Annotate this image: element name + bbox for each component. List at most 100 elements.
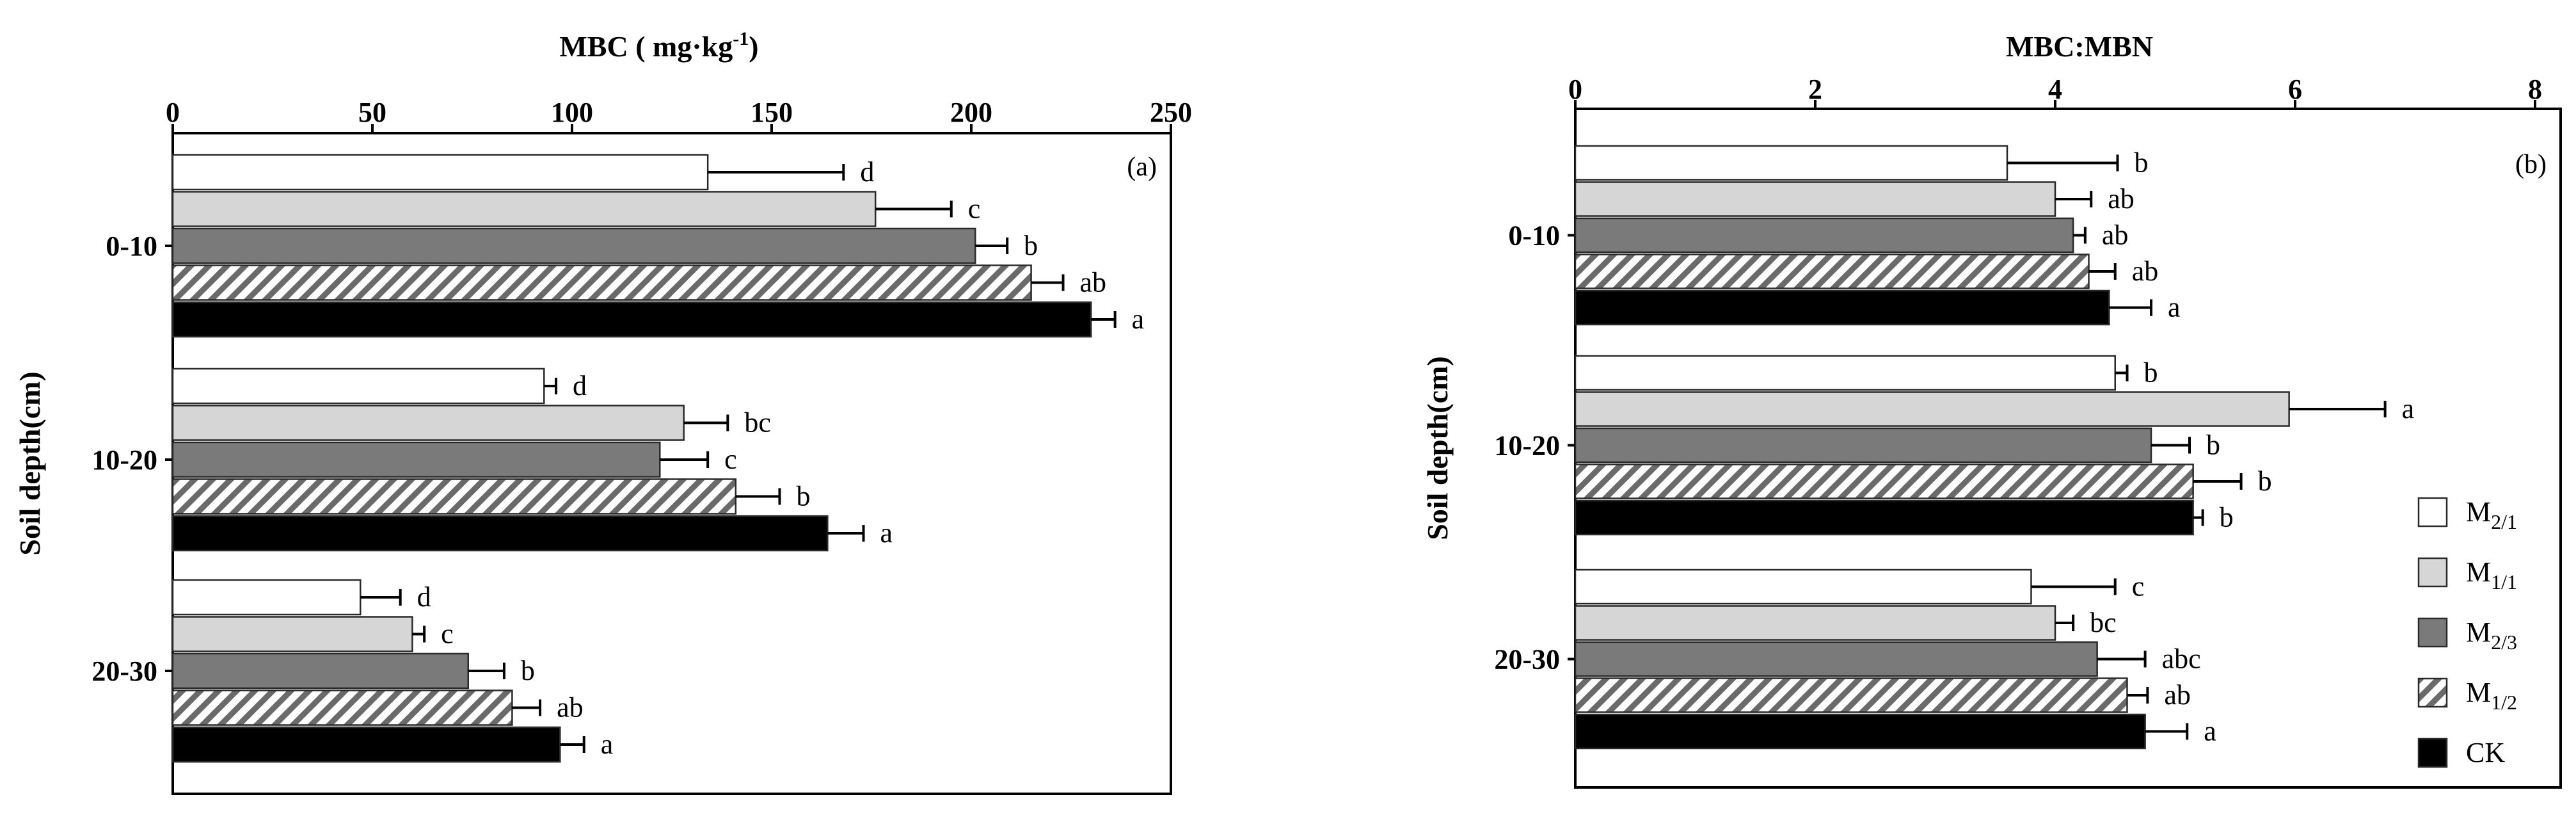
bar	[1574, 641, 2098, 677]
bar	[1574, 181, 2056, 217]
panel-b-x-axis: 0 2 4 6 8	[1568, 74, 2542, 109]
x-tick-label: 200	[950, 97, 992, 128]
bar	[171, 689, 513, 726]
legend-swatch	[2417, 737, 2448, 768]
bar	[1574, 427, 2152, 463]
significance-letter: c	[724, 444, 737, 475]
bar	[1574, 391, 2290, 427]
panel-a-x-axis: 0 50 100 150 200 250	[166, 97, 1192, 133]
panel-a-y-axis-title: Soil depth(cm)	[13, 371, 46, 556]
bar	[171, 154, 709, 191]
bar	[171, 515, 829, 552]
bar	[1574, 355, 2116, 391]
panel-b-y-axis-title: Soil depth(cm)	[1421, 356, 1454, 540]
legend-swatch	[2417, 677, 2448, 708]
significance-letter: ab	[2164, 679, 2191, 711]
significance-letter: b	[2135, 147, 2149, 179]
bar	[1574, 289, 2110, 326]
significance-letter: a	[880, 517, 893, 549]
panel-a-label: (a)	[1127, 152, 1157, 182]
bar	[171, 652, 470, 689]
bar	[1574, 499, 2194, 536]
significance-letter: ab	[2108, 183, 2135, 214]
panel-b-label: (b)	[2515, 150, 2547, 179]
significance-letter: c	[968, 193, 981, 225]
bar	[1574, 568, 2032, 605]
bar	[171, 726, 561, 763]
legend-label: M2/3	[2466, 616, 2517, 654]
legend-swatch	[2417, 497, 2448, 528]
legend: M2/1 M1/1 M2/3 M1/2 CK	[2417, 496, 2517, 768]
bar	[171, 478, 737, 515]
panel-a-title-sup: -1	[733, 28, 749, 49]
significance-letter: a	[601, 729, 614, 760]
significance-letter: b	[521, 655, 535, 686]
significance-letter: a	[1132, 303, 1145, 335]
bar	[171, 367, 545, 405]
bar	[1574, 145, 2008, 181]
x-tick-label: 2	[1808, 74, 1822, 105]
significance-letter: c	[2132, 571, 2145, 602]
bar	[171, 301, 1092, 338]
panel-a-title-base: MBC ( mg·kg	[559, 30, 733, 63]
y-category-label: 10-20	[1494, 430, 1560, 462]
panel-a-mbc: MBC ( mg·kg-1) 0 50 100 150 200 250 0-10 10-20…	[13, 28, 1192, 795]
x-tick-label: 8	[2528, 74, 2542, 105]
x-tick-label: 50	[358, 97, 386, 128]
bar	[171, 441, 661, 478]
x-tick-label: 150	[751, 97, 793, 128]
y-category-label: 0-10	[106, 230, 157, 262]
x-tick-label: 0	[1568, 74, 1582, 105]
y-category-label: 20-30	[91, 656, 157, 687]
panel-b-title: MBC:MBN	[2006, 30, 2153, 63]
bar	[1574, 677, 2128, 713]
x-tick-label: 0	[166, 97, 180, 128]
significance-letter: bc	[2090, 607, 2117, 638]
bar	[1574, 463, 2194, 499]
legend-label: M1/2	[2466, 677, 2517, 714]
x-tick-label: 100	[551, 97, 593, 128]
significance-letter: b	[2144, 357, 2158, 389]
bar	[171, 264, 1032, 301]
significance-letter: a	[2168, 292, 2181, 323]
significance-letter: ab	[557, 692, 584, 723]
bar	[171, 616, 413, 652]
significance-letter: b	[1024, 230, 1038, 261]
y-category-label: 0-10	[1508, 220, 1560, 252]
significance-letter: ab	[2132, 255, 2159, 287]
significance-letter: bc	[744, 407, 771, 439]
x-tick-label: 250	[1150, 97, 1192, 128]
bar	[1574, 217, 2074, 254]
legend-label: M1/1	[2466, 556, 2517, 593]
significance-letter: b	[2258, 465, 2272, 497]
significance-letter: b	[796, 481, 810, 512]
bar	[1574, 713, 2146, 750]
significance-letter: d	[860, 156, 874, 188]
y-category-label: 20-30	[1494, 644, 1560, 675]
bar	[1574, 605, 2056, 641]
significance-letter: ab	[1080, 267, 1107, 298]
bar	[171, 579, 362, 616]
bar	[171, 227, 976, 264]
y-category-label: 10-20	[91, 444, 157, 476]
significance-letter: c	[441, 618, 454, 650]
legend-label: M2/1	[2466, 496, 2517, 533]
significance-letter: d	[573, 370, 587, 401]
bar	[1574, 254, 2090, 289]
panel-a-title: MBC ( mg·kg-1)	[559, 28, 758, 63]
panel-a-y-axis: 0-10 10-20 20-30	[91, 230, 173, 687]
significance-letter: b	[2206, 430, 2220, 461]
panel-b-y-axis: 0-10 10-20 20-30	[1494, 220, 1575, 675]
legend-label: CK	[2466, 737, 2505, 768]
legend-swatch	[2417, 617, 2448, 648]
significance-letter: a	[2204, 716, 2216, 747]
legend-swatch	[2417, 557, 2448, 588]
x-tick-label: 6	[2288, 74, 2302, 105]
panel-a-title-end: )	[749, 30, 758, 63]
significance-letter: b	[2220, 502, 2234, 533]
significance-letter: abc	[2162, 643, 2201, 675]
